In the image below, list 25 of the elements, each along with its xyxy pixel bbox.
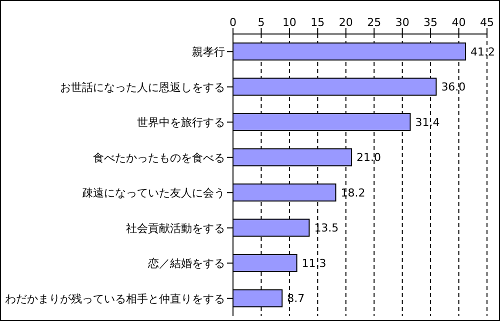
x-tick-label: 30 (395, 16, 410, 29)
data-label: 31.4 (415, 116, 440, 129)
y-tick-label: 食べたかったものを食べる (93, 151, 225, 164)
x-tick-label: 10 (282, 16, 296, 29)
x-tick-label: 25 (367, 16, 382, 29)
data-label: 18.2 (340, 186, 366, 200)
y-tick-label: 社会貢献活動をする (126, 222, 225, 235)
data-label: 21.0 (356, 151, 382, 164)
data-label: 41.2 (470, 45, 496, 58)
y-tick-label: 世界中を旅行する (137, 116, 225, 130)
x-tick-label: 45 (480, 16, 494, 29)
x-tick-label: 0 (230, 16, 236, 29)
y-tick-label: 親孝行 (192, 46, 225, 59)
x-tick-label: 35 (424, 16, 438, 29)
data-label: 36.0 (441, 80, 466, 94)
x-tick-label: 15 (310, 16, 325, 29)
data-label: 8.7 (287, 292, 305, 306)
x-tick-label: 20 (338, 16, 353, 29)
y-tick-label: お世話になった人に恩返しをする (60, 80, 225, 94)
y-tick-label: 疎遠になっていた友人に会う (82, 186, 225, 200)
x-tick-label: 40 (452, 16, 466, 29)
x-tick-label: 5 (258, 16, 265, 29)
data-label: 11.3 (302, 256, 326, 270)
y-tick-label: わだかまりが残っている相手と仲直りをする (5, 292, 225, 306)
y-tick-label: 恋／結婚をする (147, 257, 225, 270)
